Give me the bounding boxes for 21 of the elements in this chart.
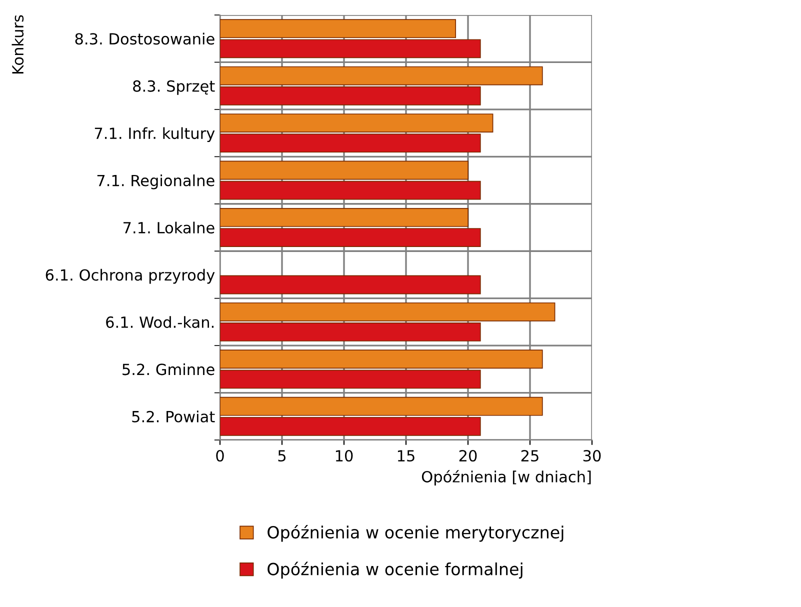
y-tick-label: 7.1. Infr. kultury	[94, 127, 215, 142]
legend-label: Opóźnienia w ocenie merytorycznej	[268, 525, 564, 542]
x-tick-label: 0	[216, 450, 224, 462]
y-tick-label: 5.2. Powiat	[132, 410, 215, 422]
y-tick-label: 6.1. Wod.-kan.	[106, 316, 214, 328]
x-tick-label: 5	[278, 450, 286, 462]
legend-label: Opóźnienia w ocenie formalnej	[268, 562, 522, 579]
y-tick-label: 7.1. Lokalne	[124, 222, 214, 234]
x-tick-label: 15	[398, 450, 414, 462]
x-tick-label: 25	[521, 450, 538, 462]
x-tick-label: 10	[336, 450, 353, 462]
y-tick-label: 8.3. Sprzęt	[133, 80, 215, 95]
y-tick-label: 8.3. Dostosowanie	[75, 32, 214, 45]
x-axis-title: Opóźnienia [w dniach]	[422, 470, 591, 486]
x-tick-label: 30	[583, 450, 601, 462]
y-tick-label: 7.1. Regionalne	[97, 174, 214, 190]
x-tick-label: 20	[459, 450, 477, 462]
y-tick-label: 5.2. Gminne	[122, 363, 214, 376]
y-axis-title: Konkurs	[12, 15, 24, 74]
y-tick-label: 6.1. Ochrona przyrody	[46, 268, 215, 284]
bar	[220, 275, 481, 294]
